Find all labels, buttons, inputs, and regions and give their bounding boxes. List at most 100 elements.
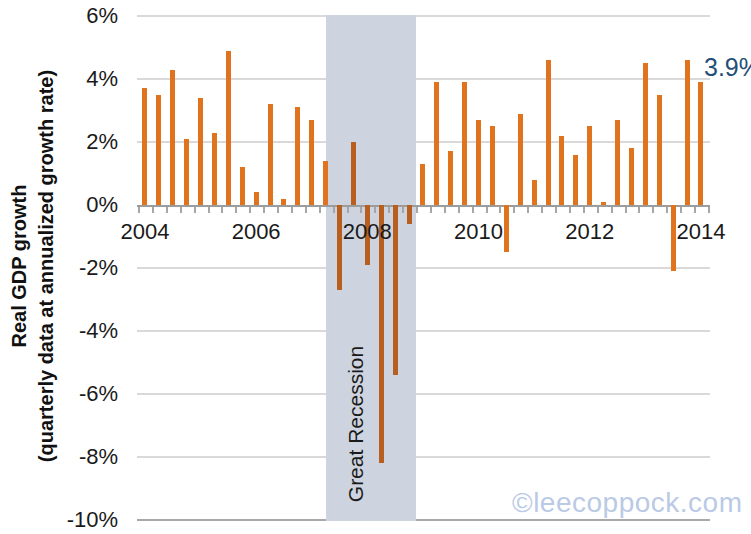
x-year-label-2006: 2006: [232, 219, 281, 245]
x-tick: [194, 207, 196, 213]
bar-q10: [268, 104, 273, 205]
x-tick: [277, 207, 279, 213]
gridline--8: [137, 456, 710, 458]
x-tick: [444, 207, 446, 213]
x-tick: [680, 207, 682, 213]
x-tick: [486, 207, 488, 213]
x-tick: [319, 207, 321, 213]
bar-q14: [323, 161, 328, 205]
x-tick: [208, 207, 210, 213]
x-tick: [374, 207, 376, 213]
x-tick: [458, 207, 460, 213]
x-tick: [305, 207, 307, 213]
bar-q31: [559, 136, 564, 205]
bar-q19: [393, 205, 398, 375]
bar-q26: [490, 126, 495, 205]
gdp-growth-bar-chart: Real GDP growth (quarterly data at annua…: [0, 0, 751, 534]
bar-q3: [170, 70, 175, 205]
x-tick: [138, 207, 140, 213]
x-tick: [249, 207, 251, 213]
x-tick: [166, 207, 168, 213]
x-tick: [430, 207, 432, 213]
recession-label: Great Recession: [344, 346, 368, 502]
x-axis-line: [137, 205, 710, 207]
bar-q33: [587, 126, 592, 205]
bar-q2: [156, 95, 161, 205]
x-tick: [388, 207, 390, 213]
x-year-label-2014: 2014: [676, 219, 725, 245]
bar-q8: [240, 167, 245, 205]
x-year-label-2010: 2010: [454, 219, 503, 245]
bar-q28: [518, 114, 523, 205]
bar-q12: [295, 107, 300, 205]
bar-q30: [546, 60, 551, 205]
bar-q25: [476, 120, 481, 205]
bar-q39: [671, 205, 676, 271]
x-tick: [708, 207, 710, 213]
bar-q29: [532, 180, 537, 205]
y-tick-label-0%: 0%: [0, 193, 118, 217]
x-tick: [472, 207, 474, 213]
y-tick-label--2%: -2%: [0, 256, 118, 280]
x-tick: [152, 207, 154, 213]
x-tick: [180, 207, 182, 213]
x-tick: [652, 207, 654, 213]
bar-q9: [254, 192, 259, 205]
x-tick: [235, 207, 237, 213]
gridline--4: [137, 330, 710, 332]
bar-q20: [407, 205, 412, 224]
y-tick-label--4%: -4%: [0, 319, 118, 343]
bar-q1: [142, 88, 147, 205]
gridline-4: [137, 78, 710, 80]
x-tick: [694, 207, 696, 213]
gridline--6: [137, 393, 710, 395]
x-year-label-2004: 2004: [120, 219, 169, 245]
x-tick: [541, 207, 543, 213]
bar-q41: [698, 82, 703, 205]
bar-q36: [629, 148, 634, 205]
bar-q7: [226, 51, 231, 205]
bar-q5: [198, 98, 203, 205]
bar-q13: [309, 120, 314, 205]
x-tick: [583, 207, 585, 213]
gridline--10: [137, 519, 710, 521]
x-tick: [263, 207, 265, 213]
bar-q21: [420, 164, 425, 205]
plot-area: Great Recession 200420062008201020122014: [137, 0, 710, 534]
bar-q23: [448, 151, 453, 205]
bar-q15: [337, 205, 342, 290]
bar-q32: [573, 155, 578, 205]
x-tick: [597, 207, 599, 213]
gridline--2: [137, 267, 710, 269]
x-tick: [291, 207, 293, 213]
x-tick: [569, 207, 571, 213]
x-tick: [499, 207, 501, 213]
last-value-annotation: 3.9%: [704, 53, 751, 82]
bar-q4: [184, 139, 189, 205]
bar-q35: [615, 120, 620, 205]
x-tick: [416, 207, 418, 213]
bar-q11: [281, 199, 286, 205]
y-tick-label-4%: 4%: [0, 67, 118, 91]
bar-q24: [462, 82, 467, 205]
watermark: ©leecoppock.com: [512, 487, 742, 519]
x-tick: [347, 207, 349, 213]
bar-q22: [434, 82, 439, 205]
x-tick: [625, 207, 627, 213]
x-tick: [638, 207, 640, 213]
x-tick: [513, 207, 515, 213]
bar-q16: [351, 142, 356, 205]
x-tick: [221, 207, 223, 213]
x-tick: [611, 207, 613, 213]
gridline-6: [137, 15, 710, 17]
bar-q6: [212, 133, 217, 205]
x-tick: [333, 207, 335, 213]
bar-q40: [685, 60, 690, 205]
gridline-2: [137, 141, 710, 143]
x-tick: [402, 207, 404, 213]
x-tick: [360, 207, 362, 213]
x-tick: [666, 207, 668, 213]
y-tick-label--8%: -8%: [0, 445, 118, 469]
y-tick-label--6%: -6%: [0, 382, 118, 406]
x-tick: [555, 207, 557, 213]
